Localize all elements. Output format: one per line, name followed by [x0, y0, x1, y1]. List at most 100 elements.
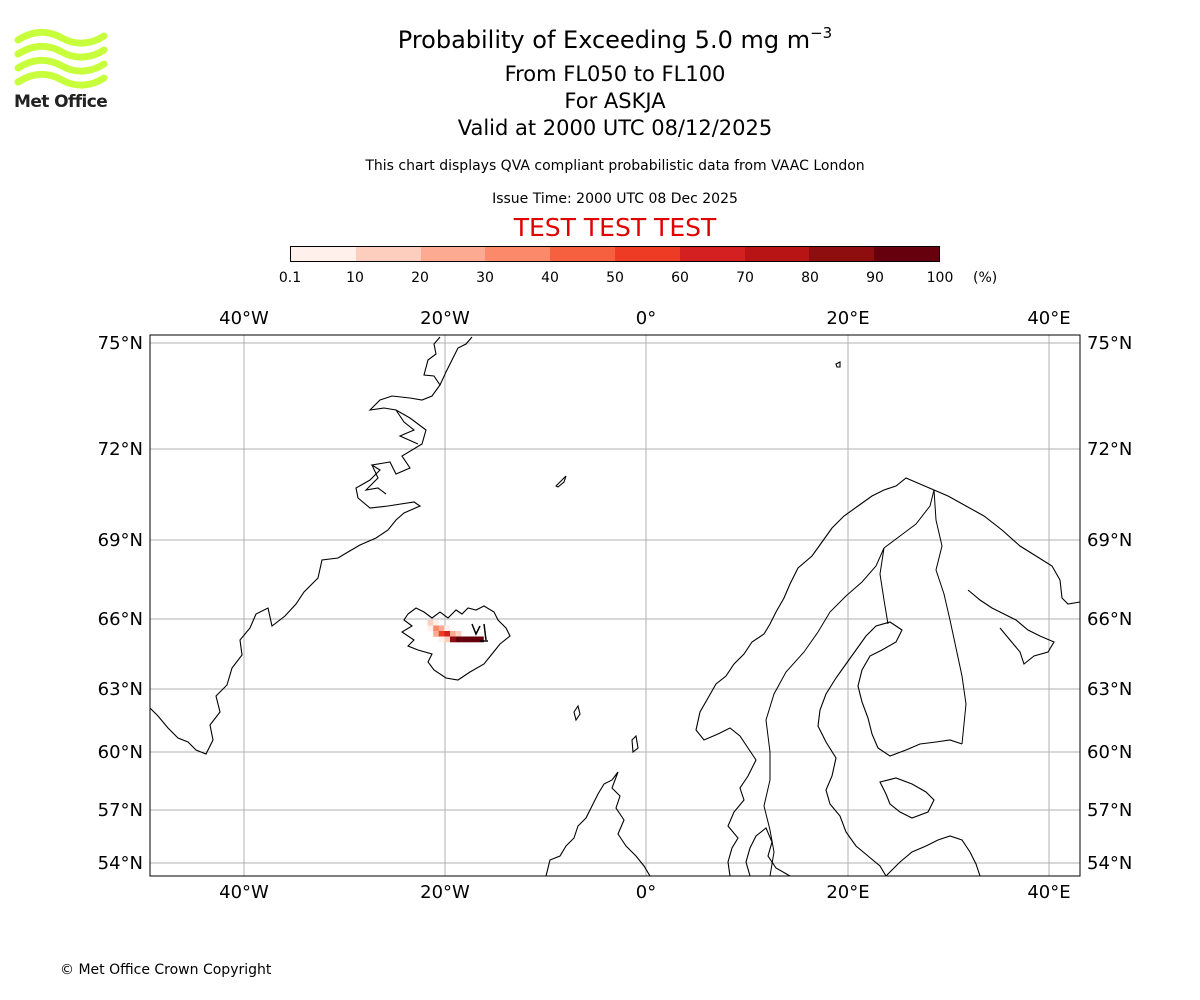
latitude-label: 63°N: [98, 679, 143, 700]
colorbar-segment: [291, 247, 356, 261]
latitude-label: 66°N: [98, 609, 143, 630]
coastline-greenland-fjords: [364, 336, 473, 495]
colorbar-segment: [355, 247, 421, 261]
colorbar-tick-label: 100: [926, 270, 954, 286]
colorbar-segment: [420, 247, 486, 261]
colorbar-unit: (%): [973, 270, 998, 286]
longitude-label: 40°W: [219, 308, 269, 329]
coastline-jan-mayen: [555, 475, 567, 488]
level-range: From FL050 to FL100: [504, 62, 726, 86]
plume-cell: [438, 625, 445, 632]
chart-title: Probability of Exceeding 5.0 mg m−3: [0, 24, 1200, 54]
colorbar-segment: [874, 247, 939, 261]
latitude-label: 72°N: [98, 439, 143, 460]
plume-cell: [455, 631, 462, 637]
latitude-label: 66°N: [1087, 609, 1132, 630]
plume-cell: [478, 636, 484, 643]
latitude-label: 57°N: [1087, 800, 1132, 821]
chart-title-exponent: −3: [810, 24, 833, 42]
longitude-label: 40°E: [1027, 882, 1070, 903]
ash-probability-plume: [427, 620, 488, 643]
volcano-name: For ASKJA: [564, 89, 666, 113]
longitude-label: 20°E: [826, 882, 869, 903]
test-banner: TEST TEST TEST: [513, 213, 717, 242]
colorbar-tick-label: 20: [411, 270, 429, 286]
latitude-label: 60°N: [1087, 742, 1132, 763]
logo-wave: [14, 42, 108, 61]
valid-time: Valid at 2000 UTC 08/12/2025: [457, 116, 773, 140]
border-norway-sweden: [763, 547, 885, 877]
latitude-label: 60°N: [98, 742, 143, 763]
colorbar-tick-label: 0.1: [278, 270, 302, 286]
plume-cell: [455, 636, 462, 643]
met-office-logo-icon: [14, 28, 108, 89]
latitude-label: 72°N: [1087, 439, 1132, 460]
border-norway-finland: [883, 489, 935, 549]
longitude-label: 0°: [636, 308, 656, 329]
colorbar-segment: [614, 247, 680, 261]
coastline-scotland: [545, 771, 651, 877]
coastline-bear-island: [835, 361, 841, 368]
plume-cell: [450, 631, 456, 637]
plume-cell: [444, 631, 451, 637]
longitude-label: 20°W: [420, 308, 470, 329]
colorbar-segment: [550, 247, 615, 261]
plume-cell: [472, 636, 479, 643]
latitude-label: 54°N: [1087, 853, 1132, 874]
issue-time: Issue Time: 2000 UTC 08 Dec 2025: [492, 191, 738, 207]
coastline-faroe: [573, 704, 581, 722]
plume-cell: [433, 625, 439, 632]
logo-wave: [14, 70, 108, 89]
plume-cell: [427, 625, 434, 632]
coastline-shetland: [631, 734, 639, 754]
plume-cell: [466, 636, 473, 643]
latitude-label: 75°N: [1087, 333, 1132, 354]
colorbar-segment: [809, 247, 875, 261]
map-frame: [149, 334, 1081, 877]
longitude-label: 40°E: [1027, 308, 1070, 329]
latitude-label: 63°N: [1087, 679, 1132, 700]
colorbar-tick-label: 90: [866, 270, 884, 286]
colorbar-tick-label: 40: [541, 270, 559, 286]
colorbar-tick-label: 10: [346, 270, 364, 286]
plume-cell: [450, 636, 456, 643]
coastline-denmark: [745, 827, 791, 877]
plume-cell: [427, 620, 434, 626]
colorbar-tick-label: 30: [476, 270, 494, 286]
data-source-note: This chart displays QVA compliant probab…: [365, 158, 865, 174]
colorbar-segment: [679, 247, 745, 261]
latitude-label: 75°N: [98, 333, 143, 354]
longitude-label: 40°W: [219, 882, 269, 903]
border-sweden-finland: [879, 547, 889, 625]
plume-cell: [433, 620, 439, 626]
colorbar-tick-label: 80: [801, 270, 819, 286]
met-office-logo-text: Met Office: [14, 92, 108, 112]
plume-cell: [433, 631, 439, 637]
logo-wave: [14, 28, 108, 47]
plume-cell: [444, 636, 451, 643]
coastline-scandinavia: [695, 477, 1081, 877]
longitude-label: 20°E: [826, 308, 869, 329]
latitude-label: 69°N: [1087, 530, 1132, 551]
coastline-kola-white-sea: [967, 589, 1055, 665]
colorbar-tick-label: 50: [606, 270, 624, 286]
volcano-marker-icon: [471, 623, 488, 642]
colorbar-segment: [485, 247, 551, 261]
border-finland-russia: [933, 489, 967, 745]
latitude-label: 69°N: [98, 530, 143, 551]
longitude-label: 0°: [636, 882, 656, 903]
plume-cell: [438, 631, 445, 637]
colorbar-tick-label: 60: [671, 270, 689, 286]
colorbar-segment: [744, 247, 810, 261]
longitude-label: 20°W: [420, 882, 470, 903]
coastline-iceland: [400, 605, 511, 681]
plume-cell: [438, 636, 445, 643]
plume-cell: [461, 636, 467, 643]
copyright: © Met Office Crown Copyright: [60, 962, 272, 978]
colorbar: [290, 246, 940, 262]
coastline-baltic-states: [879, 777, 981, 877]
plume-cell: [444, 625, 451, 632]
coastline-greenland: [149, 336, 441, 755]
latitude-label: 54°N: [98, 853, 143, 874]
